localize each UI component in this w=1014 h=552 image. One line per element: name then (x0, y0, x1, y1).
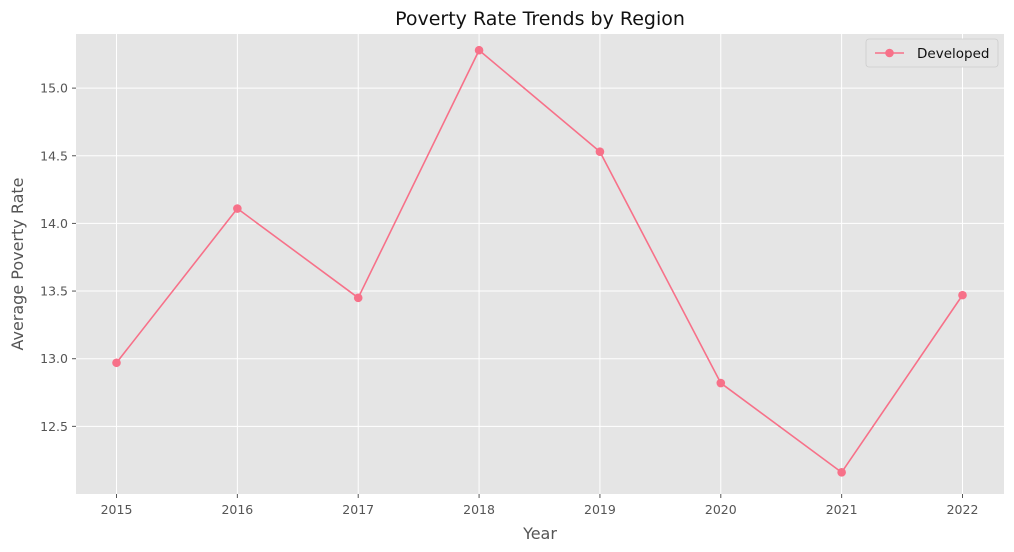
data-point (958, 290, 967, 300)
x-tick-labels: 2015 2016 2017 2018 2019 2020 2021 2022 (101, 502, 979, 517)
legend: Developed (865, 38, 999, 68)
y-tick-label: 14.0 (40, 216, 68, 231)
data-point (353, 293, 363, 303)
x-tick-label: 2015 (101, 502, 133, 517)
data-point (716, 378, 726, 388)
data-point (233, 204, 242, 213)
plot-area (76, 34, 1004, 494)
y-axis-label: Average Poverty Rate (8, 177, 27, 350)
chart-title: Poverty Rate Trends by Region (395, 8, 685, 30)
x-tick-label: 2022 (947, 502, 979, 517)
series-line-developed (115, 49, 964, 474)
data-point (595, 147, 605, 157)
y-tick-labels: 12.5 13.0 13.5 14.0 14.5 15.0 (40, 81, 68, 434)
y-tick-label: 13.0 (40, 351, 68, 366)
legend-marker-swatch (885, 48, 894, 58)
x-tick-label: 2020 (705, 502, 737, 517)
x-tick-label: 2017 (342, 502, 374, 517)
data-point (112, 358, 121, 368)
y-tick-label: 12.5 (40, 419, 68, 434)
x-tick-label: 2021 (826, 502, 858, 517)
y-gridlines (72, 87, 1004, 427)
y-tick-label: 13.5 (40, 284, 68, 299)
y-tick-label: 15.0 (40, 81, 68, 96)
legend-label: Developed (917, 46, 989, 62)
x-tick-label: 2019 (584, 502, 616, 517)
series-lines (115, 49, 964, 474)
x-axis-label: Year (522, 524, 557, 543)
x-tick-label: 2016 (221, 502, 253, 517)
data-point (474, 45, 484, 55)
x-gridlines (116, 34, 963, 498)
series-points (112, 45, 967, 477)
y-tick-label: 14.5 (40, 148, 68, 163)
x-tick-label: 2018 (463, 502, 495, 517)
data-point (837, 468, 846, 477)
legend-box (865, 38, 999, 68)
